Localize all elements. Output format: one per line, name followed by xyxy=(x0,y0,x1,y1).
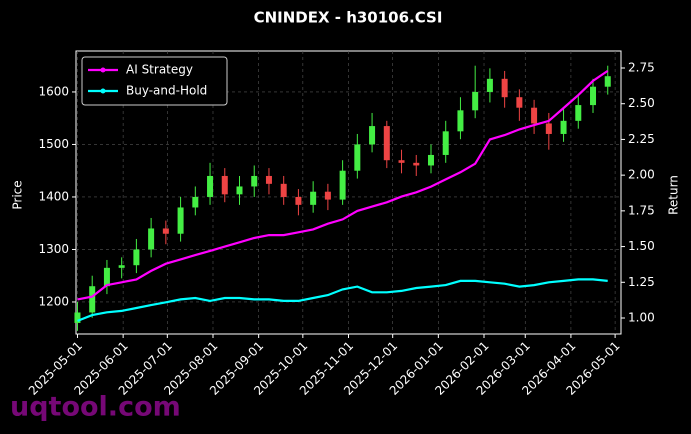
watermark: uqtool.com xyxy=(10,392,181,423)
y-tick-label: 1500 xyxy=(38,137,69,151)
y2-tick-label: 2.00 xyxy=(628,168,655,182)
y2-tick-label: 2.50 xyxy=(628,96,655,110)
candle-body xyxy=(207,175,214,197)
candle-body xyxy=(133,249,140,266)
legend-marker xyxy=(100,67,106,73)
candle-body xyxy=(148,228,155,250)
y-tick-label: 1200 xyxy=(38,294,69,308)
legend-label: AI Strategy xyxy=(126,63,193,77)
candle-body xyxy=(192,196,199,208)
candle-body xyxy=(265,175,272,184)
y2-tick-label: 1.00 xyxy=(628,311,655,325)
y-tick-label: 1600 xyxy=(38,84,69,98)
return-line xyxy=(77,278,608,322)
y-axis-label: Price xyxy=(11,180,25,209)
candle-body xyxy=(472,91,479,111)
candle-body xyxy=(427,154,434,166)
candle-body xyxy=(383,126,390,161)
candle-body xyxy=(103,267,110,287)
y-tick-label: 1400 xyxy=(38,189,69,203)
candle-body xyxy=(177,207,184,234)
candle-body xyxy=(486,78,493,92)
candle-body xyxy=(354,144,361,171)
chart-title: CNINDEX - h30106.CSI xyxy=(254,9,443,27)
y2-tick-label: 1.75 xyxy=(628,203,655,217)
candle-body xyxy=(89,286,96,313)
y2-tick-label: 1.25 xyxy=(628,275,655,289)
candle-body xyxy=(575,105,582,121)
y2-axis-label: Return xyxy=(667,175,681,215)
candle-body xyxy=(442,131,449,155)
candle-body xyxy=(236,186,243,195)
candle-body xyxy=(604,76,611,87)
candle-body xyxy=(324,191,331,200)
y2-tick-label: 2.25 xyxy=(628,132,655,146)
y2-tick-label: 1.50 xyxy=(628,239,655,253)
candle-body xyxy=(339,170,346,200)
candle-body xyxy=(457,110,464,132)
candle-body xyxy=(531,107,538,124)
y2-tick-label: 2.75 xyxy=(628,61,655,75)
legend-box xyxy=(81,56,228,106)
return-line xyxy=(77,69,609,301)
candle-body xyxy=(516,97,523,108)
candle-body xyxy=(221,175,228,195)
candle-body xyxy=(118,265,125,268)
candle-body xyxy=(295,196,302,205)
candle-body xyxy=(560,120,567,134)
candle-body xyxy=(590,86,597,106)
legend-marker xyxy=(100,88,106,94)
y-tick-label: 1300 xyxy=(38,242,69,256)
candle-body xyxy=(280,183,287,197)
legend-label: Buy-and-Hold xyxy=(126,84,207,98)
candle-body xyxy=(74,312,81,323)
candle-body xyxy=(162,228,169,234)
candle-body xyxy=(545,123,552,134)
candle-body xyxy=(501,78,508,98)
candle-body xyxy=(251,175,258,187)
candle-body xyxy=(413,162,420,166)
candle-body xyxy=(398,160,405,163)
candle-body xyxy=(369,126,376,145)
candle-body xyxy=(310,191,317,205)
